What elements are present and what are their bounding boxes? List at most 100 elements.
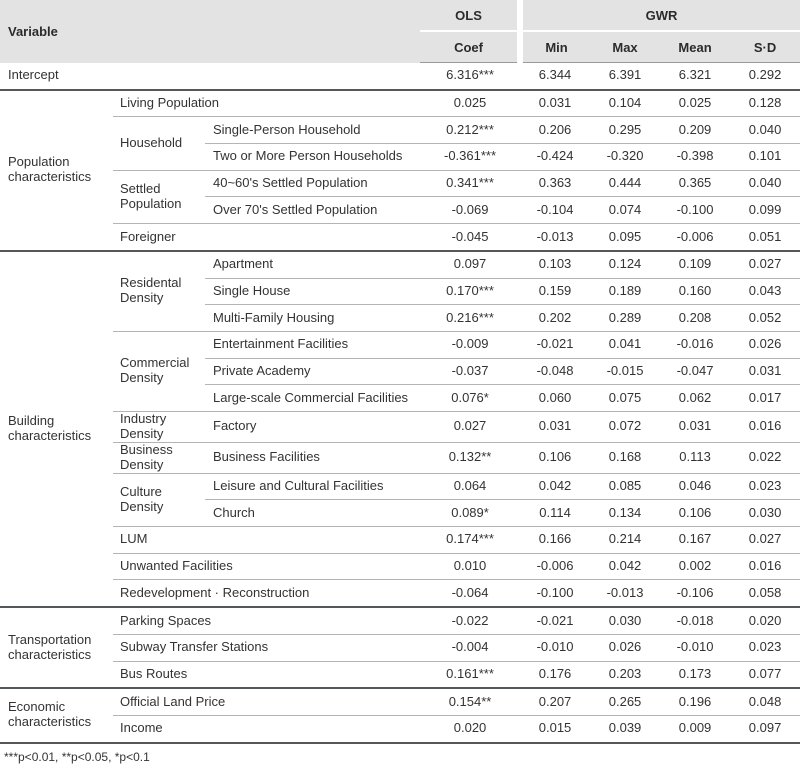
gwr-min-value: -0.104 <box>520 196 591 225</box>
row-label: Leisure and Cultural Facilities <box>205 473 421 501</box>
coef-value: -0.045 <box>420 223 521 252</box>
gwr-mean-value: -0.010 <box>660 634 731 662</box>
row-label: Subway Transfer Stations <box>113 634 421 662</box>
gwr-mean-value: 0.196 <box>660 688 731 716</box>
table-header: Variable OLS GWR Coef Min Max Mean S·D <box>0 0 800 63</box>
table-row: Multi-Family Housing 0.216*** 0.202 0.28… <box>0 304 800 332</box>
gwr-mean-value: 0.365 <box>660 170 731 198</box>
coef-value: -0.361*** <box>420 143 521 171</box>
table-row: Income 0.020 0.015 0.039 0.009 0.097 <box>0 715 800 744</box>
column-header-coef: Coef <box>420 31 521 63</box>
gwr-sd-value: 0.040 <box>730 116 800 145</box>
gwr-max-value: 0.026 <box>590 634 661 662</box>
gwr-sd-value: 0.040 <box>730 170 800 198</box>
column-header-sd: S·D <box>730 31 800 63</box>
subcategory-label-business-density: Business Density <box>113 442 205 474</box>
gwr-mean-value: 0.009 <box>660 715 731 744</box>
gwr-max-value: 0.289 <box>590 304 661 332</box>
gwr-max-value: 0.041 <box>590 331 661 359</box>
gwr-max-value: 0.072 <box>590 411 661 443</box>
table-row: Business Density Business Facilities 0.1… <box>0 442 800 474</box>
coef-value: 0.027 <box>420 411 521 443</box>
gwr-mean-value: 0.173 <box>660 661 731 690</box>
gwr-min-value: 0.114 <box>520 499 591 528</box>
gwr-min-value: 0.042 <box>520 473 591 501</box>
gwr-min-value: 0.363 <box>520 170 591 198</box>
table-row: Building characteristics Residental Dens… <box>0 250 800 609</box>
gwr-min-value: -0.048 <box>520 358 591 386</box>
table-row: Unwanted Facilities 0.010 -0.006 0.042 0… <box>0 553 800 581</box>
gwr-mean-value: -0.100 <box>660 196 731 225</box>
column-header-variable: Variable <box>0 0 421 63</box>
table-row: LUM 0.174*** 0.166 0.214 0.167 0.027 <box>0 526 800 554</box>
row-label: Private Academy <box>205 358 421 386</box>
subcategory-label-residental-density: Residental Density <box>113 250 205 332</box>
table-row: Single House 0.170*** 0.159 0.189 0.160 … <box>0 278 800 306</box>
gwr-max-value: 0.168 <box>590 442 661 474</box>
coef-value: 0.154** <box>420 688 521 716</box>
coef-value: 0.212*** <box>420 116 521 145</box>
gwr-mean-value: -0.047 <box>660 358 731 386</box>
gwr-min-value: 0.202 <box>520 304 591 332</box>
gwr-sd-value: 0.027 <box>730 526 800 554</box>
coef-value: -0.069 <box>420 196 521 225</box>
gwr-max-value: 0.444 <box>590 170 661 198</box>
gwr-max-value: 0.039 <box>590 715 661 744</box>
coef-value: 0.216*** <box>420 304 521 332</box>
table-row: Industry Density Factory 0.027 0.031 0.0… <box>0 411 800 443</box>
gwr-min-value: 0.031 <box>520 89 591 118</box>
subcategory-label-household: Household <box>113 116 205 171</box>
gwr-mean-value: 0.167 <box>660 526 731 554</box>
gwr-max-value: 0.203 <box>590 661 661 690</box>
category-label-building: Building characteristics <box>0 250 113 609</box>
gwr-min-value: -0.424 <box>520 143 591 171</box>
coef-value: 0.341*** <box>420 170 521 198</box>
gwr-mean-value: 0.208 <box>660 304 731 332</box>
gwr-min-value: -0.013 <box>520 223 591 252</box>
column-header-mean: Mean <box>660 31 731 63</box>
table-row: Large-scale Commercial Facilities 0.076*… <box>0 384 800 412</box>
gwr-mean-value: 0.046 <box>660 473 731 501</box>
row-label: Bus Routes <box>113 661 421 690</box>
gwr-min-value: 0.207 <box>520 688 591 716</box>
row-label: Single-Person Household <box>205 116 421 145</box>
column-header-max: Max <box>590 31 661 63</box>
gwr-mean-value: 0.031 <box>660 411 731 443</box>
category-label-population: Population characteristics <box>0 89 113 252</box>
row-label: Entertainment Facilities <box>205 331 421 359</box>
coef-value: 0.174*** <box>420 526 521 554</box>
gwr-mean-value: -0.006 <box>660 223 731 252</box>
column-group-header-ols: OLS <box>420 0 521 32</box>
gwr-min-value: -0.021 <box>520 607 591 635</box>
coef-value: -0.037 <box>420 358 521 386</box>
gwr-sd-value: 0.097 <box>730 715 800 744</box>
coef-value: 6.316*** <box>420 62 521 91</box>
gwr-min-value: -0.100 <box>520 579 591 609</box>
gwr-max-value: 0.085 <box>590 473 661 501</box>
coef-value: 0.076* <box>420 384 521 412</box>
gwr-sd-value: 0.020 <box>730 607 800 635</box>
row-label: Business Facilities <box>205 442 421 474</box>
table-row: Transportation characteristics Parking S… <box>0 607 800 690</box>
table-row: Settled Population 40~60's Settled Popul… <box>0 170 800 225</box>
gwr-max-value: 0.265 <box>590 688 661 716</box>
subcategory-label-settled-population: Settled Population <box>113 170 205 225</box>
table-row: Private Academy -0.037 -0.048 -0.015 -0.… <box>0 358 800 386</box>
gwr-mean-value: 6.321 <box>660 62 731 91</box>
row-label: Factory <box>205 411 421 443</box>
gwr-max-value: -0.015 <box>590 358 661 386</box>
gwr-min-value: 0.060 <box>520 384 591 412</box>
table-row: Culture Density Leisure and Cultural Fac… <box>0 473 800 528</box>
table-row: Foreigner -0.045 -0.013 0.095 -0.006 0.0… <box>0 223 800 252</box>
subcategory-label-industry-density: Industry Density <box>113 411 205 443</box>
gwr-sd-value: 0.043 <box>730 278 800 306</box>
row-label: Single House <box>205 278 421 306</box>
table-row: Commercial Density Entertainment Facilit… <box>0 331 800 412</box>
gwr-mean-value: 0.109 <box>660 250 731 279</box>
significance-note: ***p<0.01, **p<0.05, *p<0.1 <box>4 749 150 764</box>
row-label: Intercept <box>0 62 421 91</box>
table-body: Intercept 6.316*** 6.344 6.391 6.321 0.2… <box>0 62 800 744</box>
gwr-min-value: 0.031 <box>520 411 591 443</box>
table-row: Over 70's Settled Population -0.069 -0.1… <box>0 196 800 225</box>
